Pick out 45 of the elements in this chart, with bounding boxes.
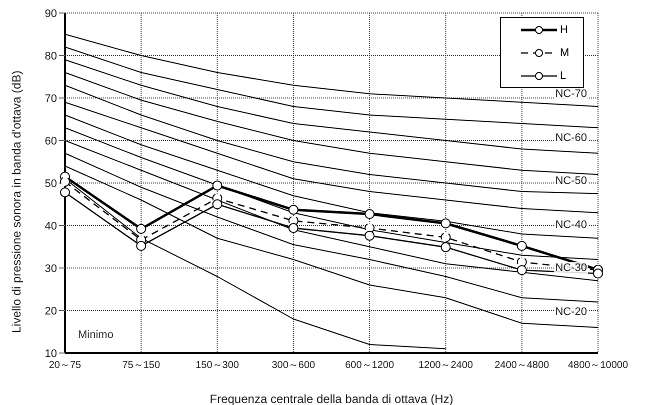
point: [364, 209, 375, 220]
x-tick-label: 4800～10000: [568, 360, 628, 372]
annotation: NC-20: [554, 306, 588, 318]
point: [212, 180, 222, 191]
annotation: NC-50: [554, 175, 588, 188]
point: [288, 223, 298, 234]
point: [440, 242, 451, 252]
point: [516, 257, 527, 268]
y-tick-label: 20: [44, 305, 57, 318]
x-tick-label: 75～150: [122, 360, 160, 372]
legend-label: L: [560, 70, 566, 82]
x-tick-label: 20～75: [48, 360, 82, 372]
point: [60, 176, 70, 187]
annotation: NC-30: [554, 262, 588, 274]
point: [136, 224, 146, 234]
annotation: NC-40: [554, 218, 588, 231]
point: [212, 199, 222, 210]
point: [516, 265, 527, 276]
y-tick-label: 10: [44, 348, 57, 360]
x-tick-label: 2400～4800: [494, 360, 550, 372]
point: [364, 230, 375, 241]
x-tick-label: 1200～2400: [418, 360, 474, 372]
point: [440, 218, 451, 228]
point: [593, 268, 603, 279]
point: [440, 232, 451, 242]
annotation: Minimo: [78, 329, 114, 341]
legend-label: M: [560, 46, 570, 58]
y-tick-label: 30: [44, 262, 57, 275]
point: [288, 204, 298, 215]
y-tick-label: 40: [44, 220, 57, 232]
legend-label: H: [560, 24, 568, 36]
y-tick-label: 70: [44, 92, 57, 105]
y-tick-label: 80: [44, 50, 57, 62]
annotation: NC-60: [554, 132, 588, 144]
point: [516, 240, 527, 251]
x-tick-label: 150～300: [196, 360, 240, 372]
point: [60, 187, 70, 198]
x-tick-label: 300～600: [272, 360, 316, 372]
x-tick-label: 600～1200: [345, 360, 394, 372]
y-axis-title: Livello di pressione sonora in banda d'ottava (dB): [9, 70, 24, 333]
y-tick-label: 90: [44, 8, 57, 20]
y-tick-label: 60: [44, 135, 57, 148]
y-tick-label: 50: [44, 178, 57, 190]
point: [136, 240, 146, 251]
annotation: NC-70: [554, 88, 588, 100]
